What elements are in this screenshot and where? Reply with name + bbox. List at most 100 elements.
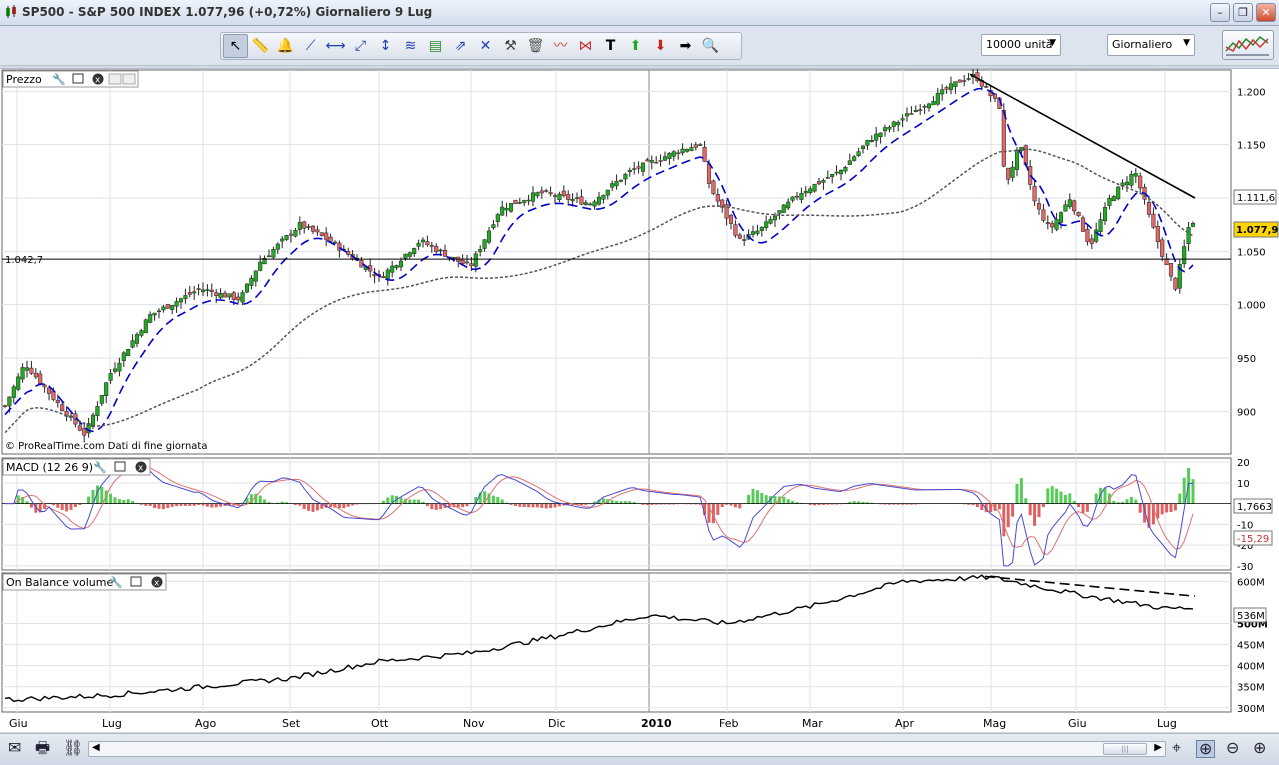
candle: [1124, 181, 1130, 186]
minimize-button[interactable]: –: [1210, 3, 1230, 22]
macd-histogram-bar: [16, 495, 20, 504]
macd-histogram-bar: [1125, 499, 1129, 504]
candle: [786, 201, 791, 209]
sell-arrow-icon[interactable]: ⬆: [629, 38, 642, 54]
macd-histogram-bar: [223, 503, 227, 506]
scrollbar-thumb[interactable]: |||: [1103, 743, 1147, 755]
window-icon[interactable]: [72, 73, 84, 84]
price-series: [2, 67, 1231, 443]
channel-icon[interactable]: ▤: [428, 38, 443, 54]
line-icon[interactable]: ⟋: [305, 38, 316, 54]
macd-histogram-bar: [791, 500, 795, 504]
macd-histogram-bar: [1151, 503, 1155, 525]
macd-histogram-bar: [29, 503, 33, 508]
macd-histogram-bar: [280, 501, 284, 504]
window-icon[interactable]: [114, 461, 126, 472]
text-icon[interactable]: ⋈: [578, 38, 593, 54]
chart-canvas[interactable]: Giu Lug Ago Set Ott Nov Dic 2010 Feb Mar Apr Mag Giu…: [0, 67, 1279, 733]
indicators-button[interactable]: [1222, 30, 1274, 60]
candle: [288, 233, 294, 236]
tools-icon[interactable]: ✕: [479, 38, 492, 54]
scroll-right-icon[interactable]: ▶: [1154, 742, 1162, 753]
macd-y-tick: 20: [1237, 458, 1250, 469]
wrench-icon[interactable]: 🔧: [93, 460, 107, 474]
x-tick-label: Mar: [802, 717, 823, 730]
window-icon[interactable]: [130, 576, 142, 587]
zoom-in-icon[interactable]: ⊕: [1253, 738, 1267, 757]
buy-arrow-icon[interactable]: T: [605, 38, 616, 54]
close-button[interactable]: ✕: [1256, 3, 1276, 22]
alert-bell-icon[interactable]: 🔔: [276, 38, 295, 54]
right-arrow-icon[interactable]: ⬇: [654, 38, 667, 54]
candle: [878, 132, 883, 137]
macd-histogram-bar: [1050, 486, 1054, 504]
maximize-button[interactable]: ❐: [1233, 3, 1253, 22]
crosshair-icon[interactable]: ⌖: [1172, 738, 1182, 757]
close-panel-icon[interactable]: [135, 461, 147, 473]
zoom-icon[interactable]: 🔍: [701, 38, 720, 54]
macd-histogram-bar: [509, 503, 513, 505]
units-select[interactable]: 10000 unità ▼: [981, 34, 1061, 56]
pointer-icon[interactable]: ↖: [223, 34, 248, 58]
candle: [513, 199, 518, 204]
ruler-icon[interactable]: 📏: [251, 38, 270, 54]
macd-histogram-bar: [632, 502, 636, 504]
zoom-fit-icon[interactable]: ⊕: [1196, 740, 1216, 758]
trend-line-icon[interactable]: ⤢: [354, 38, 367, 54]
macd-histogram-bar: [65, 503, 69, 512]
macd-histogram-bar: [219, 503, 223, 507]
candle: [610, 183, 615, 188]
delete-icon[interactable]: ⚒: [504, 38, 517, 54]
candle: [381, 276, 386, 278]
macd-histogram-bar: [434, 503, 438, 510]
email-icon[interactable]: ✉: [8, 738, 22, 757]
candle: [139, 330, 144, 336]
candle: [42, 384, 47, 388]
horizontal-line-icon[interactable]: ⟷: [325, 38, 346, 54]
ma200-value-tag: 1.111,6: [1233, 189, 1277, 205]
zoom-out-icon[interactable]: ⊖: [1226, 738, 1240, 757]
copyright-text: © ProRealTime.com Dati di fine giornata: [5, 441, 207, 452]
candle: [781, 204, 786, 213]
macd-histogram-bar: [579, 503, 583, 506]
print-icon[interactable]: 🖶: [35, 738, 51, 757]
macd-histogram-bar: [214, 503, 218, 508]
move-down-icon[interactable]: [122, 73, 136, 85]
obv-value-tag: 536M: [1233, 607, 1267, 623]
wrench-icon[interactable]: 🔧: [52, 72, 66, 86]
macd-histogram-bar: [113, 497, 117, 504]
pattern2-icon[interactable]: 〰: [553, 38, 568, 54]
forward-arrow-icon[interactable]: ➡: [679, 38, 692, 54]
close-panel-icon[interactable]: [151, 576, 163, 588]
move-up-icon[interactable]: [108, 73, 122, 85]
candle: [16, 376, 21, 390]
macd-histogram-bar: [276, 502, 280, 504]
time-scrollbar[interactable]: ◀ ||| ▶: [88, 741, 1166, 757]
candle: [473, 253, 478, 267]
macd-value-tag: 1,7663: [1233, 498, 1273, 514]
period-select[interactable]: Giornaliero ▼: [1107, 34, 1195, 56]
macd-histogram-bar: [390, 495, 394, 504]
candle: [887, 126, 892, 130]
macd-histogram-bar: [1147, 503, 1151, 528]
pattern-icon[interactable]: 🗑: [526, 38, 545, 54]
macd-histogram-bar: [505, 502, 509, 504]
link-icon[interactable]: ⛓: [63, 738, 84, 757]
candle: [315, 229, 320, 233]
chart-area[interactable]: Giu Lug Ago Set Ott Nov Dic 2010 Feb Mar Apr Mag Giu…: [0, 67, 1279, 733]
regression-icon[interactable]: ⇗: [454, 38, 467, 54]
close-panel-icon[interactable]: [92, 73, 104, 85]
wrench-icon[interactable]: 🔧: [109, 575, 123, 589]
candle: [654, 161, 659, 164]
vertical-line-icon[interactable]: ↕: [379, 38, 392, 54]
macd-histogram-bar: [1068, 493, 1072, 504]
scroll-left-icon[interactable]: ◀: [92, 742, 100, 753]
candle: [297, 222, 302, 230]
macd-histogram-bar: [258, 495, 262, 504]
svg-text:536M: 536M: [1237, 611, 1265, 622]
fibonacci-icon[interactable]: ≋: [404, 38, 417, 54]
candle: [231, 292, 236, 300]
signal-value-tag: -15,29: [1233, 530, 1273, 546]
x-tick-label: Feb: [719, 717, 738, 730]
candle: [724, 204, 729, 219]
